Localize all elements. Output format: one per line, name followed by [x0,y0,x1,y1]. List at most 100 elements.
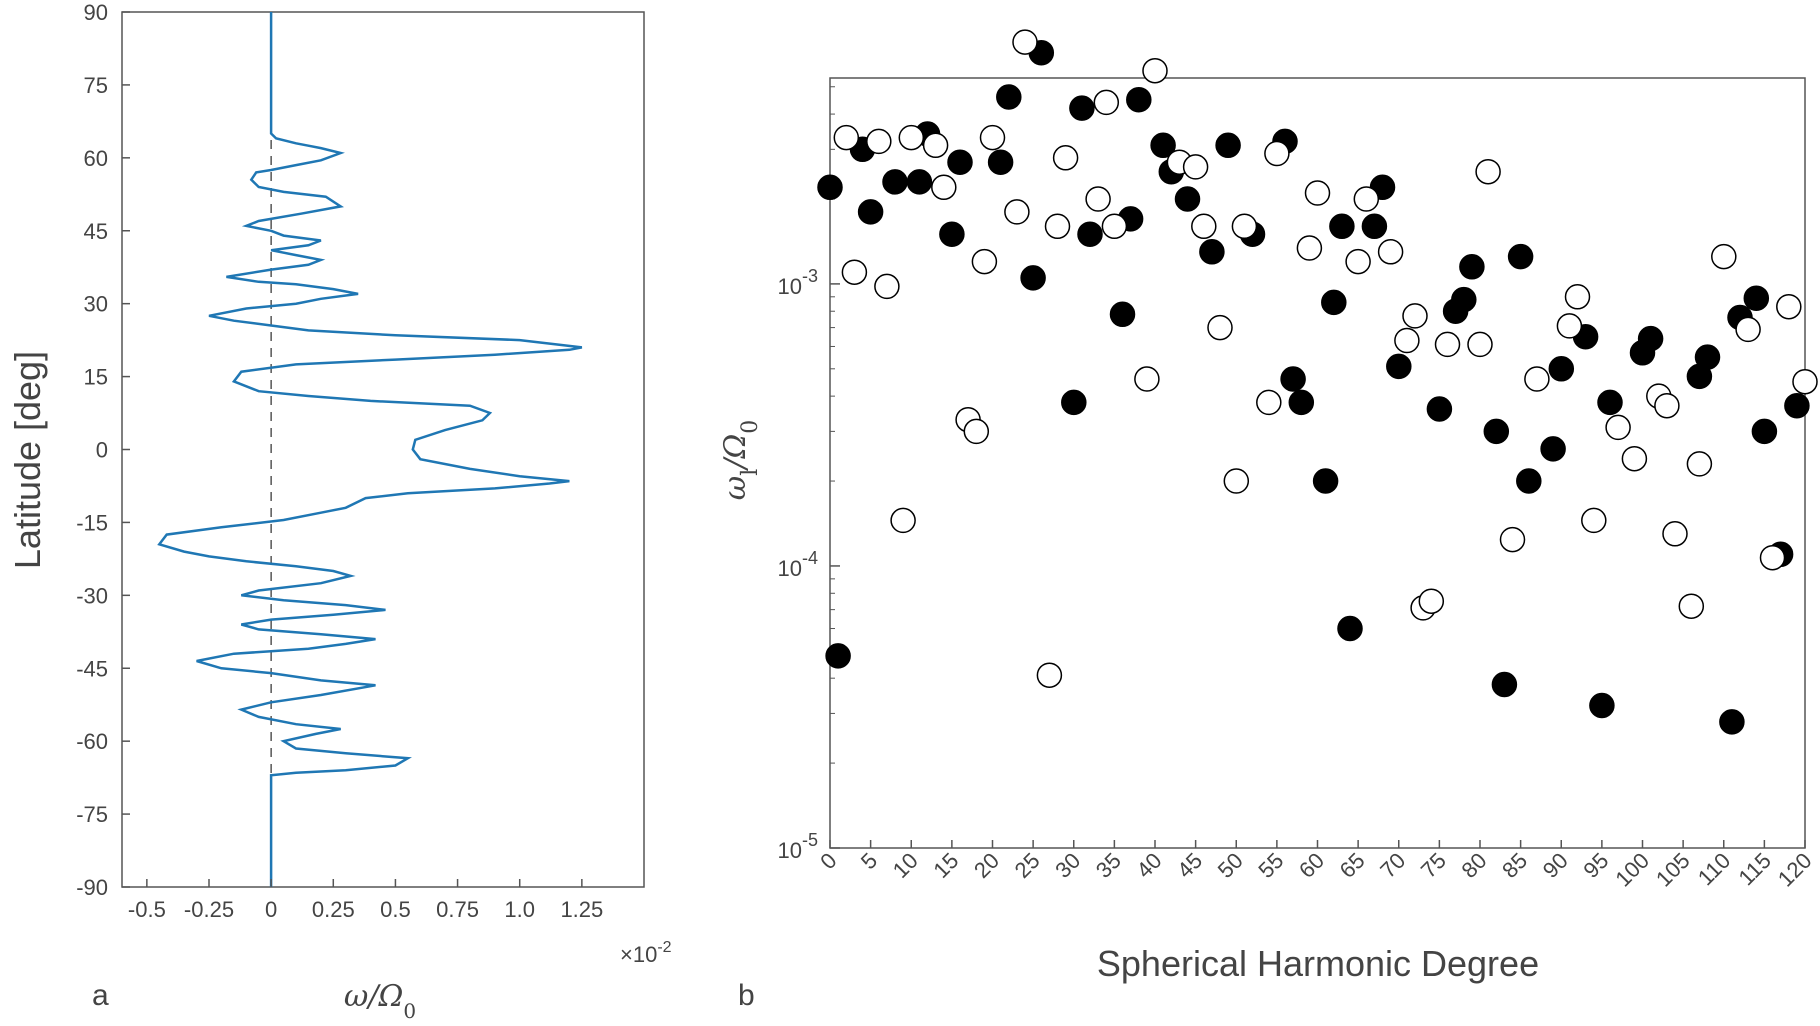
filled-data-point [1719,709,1745,735]
filled-data-point [1150,132,1176,159]
open-data-point [1467,331,1493,358]
open-data-point [1711,243,1737,270]
filled-data-point [1077,221,1103,247]
open-data-point [1134,366,1160,392]
x-tick-label: -0.25 [184,897,234,922]
x-tick-label: 0 [265,897,277,922]
x-tick-label: 110 [1693,848,1735,890]
panel-a-y-ticks: -90 -75 -60 -45 -30 -15 0 15 30 45 60 75 90 [76,0,130,900]
filled-data-point [1215,132,1241,159]
x-exponent-label: ×10-2 [620,939,672,967]
x-tick-label: 45 [1172,848,1207,883]
open-data-point [1264,140,1290,167]
filled-data-point [1174,186,1201,212]
open-data-point [1182,154,1209,180]
x-tick-label: 75 [1416,848,1451,883]
open-data-point [1418,588,1445,614]
y-tick-label: -90 [76,875,108,900]
y-tick-label: 30 [84,292,108,317]
filled-data-point [1694,344,1721,370]
open-data-point [971,248,998,275]
filled-data-point [1491,671,1518,698]
open-data-point [874,273,900,300]
open-data-point [1776,293,1802,320]
panel-b-xlabel: Spherical Harmonic Degree [1097,943,1539,984]
filled-data-point [947,149,973,175]
x-tick-label: 100 [1610,848,1654,892]
open-data-point [1353,186,1380,212]
x-tick-label: 80 [1457,848,1492,883]
y-tick-label: 90 [84,0,108,25]
y-tick-label: 10-4 [778,548,819,581]
open-data-point [1581,507,1607,534]
y-tick-label: 10-3 [778,266,819,299]
filled-data-point [1451,286,1477,313]
filled-data-point [1061,389,1087,416]
filled-data-point [1361,213,1388,240]
filled-data-point [996,84,1022,110]
x-tick-label: -0.5 [128,897,166,922]
open-data-point [1296,235,1323,261]
x-exponent-power: -2 [657,939,671,956]
open-data-point [833,124,860,151]
open-data-point [1142,57,1168,84]
open-data-point [1093,89,1120,116]
x-tick-label: 105 [1651,848,1695,892]
open-data-point [1686,451,1713,477]
filled-data-point [1784,392,1810,419]
y-tick-label: -45 [76,656,108,681]
open-data-point [1556,313,1583,339]
panel-a-xlabel-main: ω/Ω [344,979,403,1014]
x-tick-label: 0.25 [312,897,355,922]
open-data-point [1621,445,1648,472]
filled-data-point [1386,353,1412,380]
open-data-point [1036,662,1063,688]
filled-data-point [1126,86,1152,113]
open-data-point [1792,368,1818,395]
filled-data-point [825,643,851,669]
x-tick-label: 20 [969,848,1004,883]
panel-b: 0 5 10 15 20 25 30 35 40 45 50 55 60 65 70 75 80 85 90 9510… [718,29,1818,1012]
filled-data-point [987,149,1014,175]
x-tick-label: 65 [1335,848,1370,883]
panel-a: -0.5 -0.25 0 0.25 0.5 0.75 1.0 1.25 -90 -75 -60 -4… [7,0,672,1023]
filled-data-point [1109,301,1136,328]
panel-b-ylabel: ωl/Ω0 [718,420,763,501]
filled-data-point [1637,325,1664,352]
open-data-point [1004,199,1030,225]
open-data-point [1101,213,1128,240]
y-tick-label: -75 [76,802,108,827]
filled-data-point [1589,692,1615,719]
filled-data-point [1743,285,1770,311]
filled-data-point [1312,468,1339,494]
y-tick-label: -60 [76,729,108,754]
x-exponent-base: ×10 [620,942,657,967]
filled-data-point [1597,389,1623,416]
open-data-point [979,124,1006,151]
open-data-point [1678,593,1705,619]
x-tick-label: 0 [815,848,841,874]
open-data-point [1044,213,1071,240]
open-data-point [922,132,949,159]
panel-a-ylabel: Latitude [deg] [7,351,48,569]
open-data-point [1662,521,1688,547]
open-data-point [1735,316,1761,343]
y-tick-label: 10-5 [778,830,819,863]
panel-a-xlabel: ω/Ω0 [344,979,416,1023]
x-tick-label: 120 [1773,848,1817,892]
x-tick-label: 10 [888,848,923,883]
filled-data-point [1337,615,1363,642]
y-tick-label: 45 [84,219,108,244]
x-tick-label: 90 [1538,848,1573,883]
filled-data-point [1751,418,1778,445]
open-data-point [898,124,925,151]
open-data-point [1304,180,1331,206]
filled-data-point [906,169,933,195]
x-tick-label: 95 [1578,848,1613,883]
open-data-point [1052,145,1079,171]
x-tick-label: 50 [1213,848,1248,883]
x-tick-label: 70 [1375,848,1410,883]
open-data-point [931,174,957,201]
filled-data-point [1020,265,1046,291]
